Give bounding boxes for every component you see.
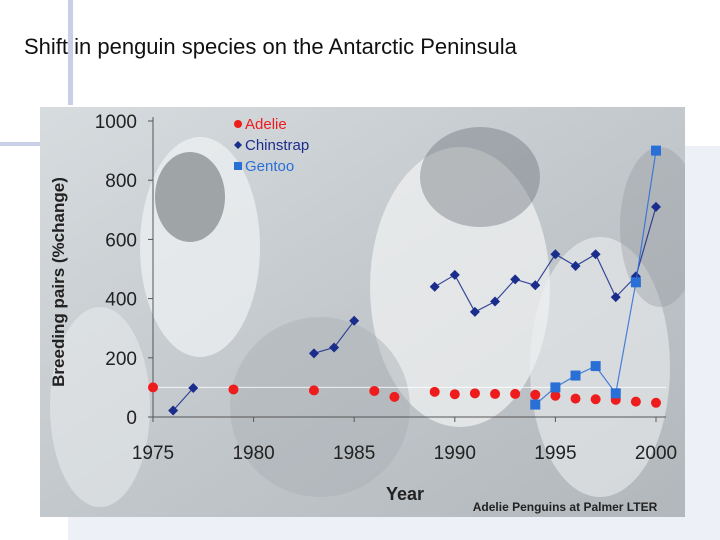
gentoo-point-1997 [590, 361, 601, 372]
slide-title: Shift in penguin species on the Antarcti… [24, 34, 517, 59]
chinstrap-point-1990 [449, 269, 460, 280]
x-tick-label-1985: 1985 [333, 443, 375, 464]
decorative-bottom-block [68, 516, 720, 540]
adelie-point-1994 [530, 389, 541, 400]
adelie-point-1991 [469, 388, 480, 399]
chinstrap-point-1976 [168, 405, 179, 416]
legend-label-gentoo: Gentoo [245, 158, 294, 175]
y-tick-label-800: 800 [105, 171, 137, 192]
decorative-corner-bar-top [0, 142, 44, 146]
adelie-point-1979 [228, 384, 239, 395]
legend-marker-gentoo [234, 162, 242, 170]
chinstrap-point-1984 [329, 342, 340, 353]
chinstrap-point-1989 [429, 281, 440, 292]
y-axis-label: Breeding pairs (%change) [49, 177, 68, 387]
x-tick-label-1975: 1975 [132, 443, 174, 464]
x-axis-label: Year [386, 484, 424, 504]
adelie-point-1996 [570, 393, 581, 404]
legend-marker-chinstrap [234, 141, 242, 149]
y-tick-label-600: 600 [105, 230, 137, 251]
adelie-point-1989 [429, 386, 440, 397]
gentoo-point-1995 [550, 382, 561, 393]
chinstrap-line-0 [172, 387, 194, 411]
adelie-point-1999 [630, 396, 641, 407]
chinstrap-point-1983 [308, 348, 319, 359]
chart-svg: 0 200 400 600 800 1000 1975 1980 1985 1990 1995 200… [40, 107, 700, 517]
y-tick-label-200: 200 [105, 349, 137, 370]
gentoo-point-1998 [610, 388, 621, 399]
y-tick-label-400: 400 [105, 290, 137, 311]
chinstrap-point-1993 [510, 274, 521, 285]
gentoo-point-1999 [630, 277, 641, 288]
x-tick-label-2000: 2000 [635, 443, 677, 464]
chinstrap-point-1995 [550, 249, 561, 260]
adelie-point-1990 [449, 389, 460, 400]
chinstrap-point-1977 [188, 382, 199, 393]
chinstrap-point-1991 [469, 306, 480, 317]
chinstrap-point-1992 [490, 296, 501, 307]
x-tick-label-1990: 1990 [434, 443, 476, 464]
adelie-point-1997 [590, 394, 601, 405]
chart-credit: Adelie Penguins at Palmer LTER [473, 500, 658, 514]
adelie-point-1992 [490, 388, 501, 399]
gentoo-point-1994 [530, 399, 541, 410]
chinstrap-point-1994 [530, 280, 541, 291]
decorative-corner-bar-left [68, 0, 73, 105]
chinstrap-point-1985 [349, 315, 360, 326]
legend-marker-adelie [234, 120, 242, 128]
y-tick-label-1000: 1000 [95, 112, 137, 133]
chinstrap-point-2000 [651, 201, 661, 212]
x-tick-label-1980: 1980 [232, 443, 274, 464]
legend: Adelie Chinstrap Gentoo [234, 116, 309, 175]
adelie-point-1995 [550, 390, 561, 401]
adelie-point-2000 [651, 397, 661, 408]
decorative-right-block [684, 146, 720, 540]
adelie-point-1975 [148, 382, 158, 393]
legend-label-chinstrap: Chinstrap [245, 137, 309, 154]
chinstrap-line-2 [434, 206, 657, 313]
adelie-point-1983 [308, 385, 319, 396]
gentoo-point-2000 [651, 145, 661, 156]
adelie-point-1987 [389, 391, 400, 402]
chinstrap-point-1998 [610, 292, 621, 303]
y-tick-label-0: 0 [126, 408, 137, 429]
legend-label-adelie: Adelie [245, 116, 287, 133]
penguin-chart: 0 200 400 600 800 1000 1975 1980 1985 1990 1995 200… [40, 107, 700, 517]
gentoo-point-1996 [570, 370, 581, 381]
x-tick-label-1995: 1995 [534, 443, 576, 464]
chinstrap-point-1996 [570, 261, 581, 272]
adelie-point-1993 [510, 388, 521, 399]
adelie-point-1986 [369, 385, 380, 396]
chinstrap-point-1997 [590, 249, 601, 260]
